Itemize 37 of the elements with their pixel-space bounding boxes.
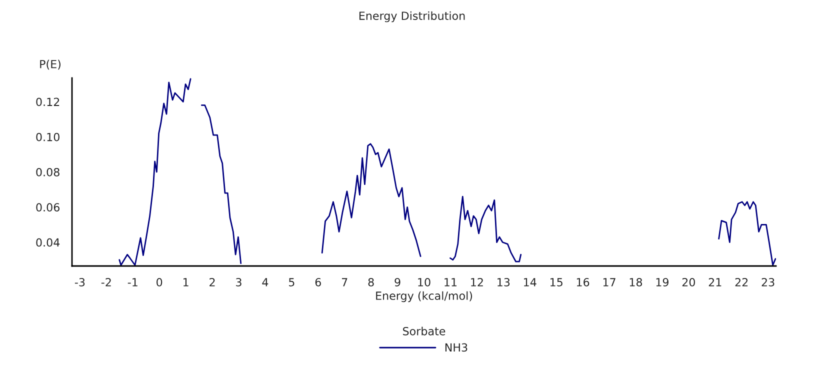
x-tick-label: 23 [762, 278, 774, 286]
x-tick-label: 13 [498, 278, 510, 286]
x-tick-label: 4 [262, 278, 268, 286]
x-tick-label: 22 [735, 278, 748, 286]
x-axis-title: Energy (kcal/mol) [376, 291, 472, 302]
x-tick-label: 7 [342, 278, 348, 286]
x-tick-label: 16 [576, 278, 590, 286]
x-tick-label: 8 [368, 278, 374, 286]
x-tick-label: 2 [210, 278, 215, 286]
x-tick-label: 1 [183, 278, 188, 286]
y-tick-label: 0.12 [36, 98, 60, 106]
y-axis-title: P(E) [40, 60, 60, 70]
x-tick-label: -2 [101, 278, 111, 286]
x-tick-label: 14 [524, 278, 536, 286]
x-tick-label: 6 [315, 278, 321, 286]
x-tick-label: 3 [236, 278, 242, 286]
x-tick-label: 0 [156, 278, 162, 286]
y-tick-label: 0.06 [36, 203, 60, 212]
y-tick-label: 0.10 [36, 132, 60, 142]
y-tick-label: 0.04 [36, 238, 60, 247]
x-tick-label: 5 [288, 278, 294, 286]
x-tick-label: 17 [603, 278, 616, 286]
x-tick-label: 10 [418, 278, 430, 286]
x-tick-label: -3 [74, 278, 85, 286]
text: NH3 [445, 343, 468, 352]
x-tick-label: 9 [394, 278, 400, 286]
x-tick-label: 21 [708, 278, 722, 286]
y-tick-label: 0.08 [36, 168, 60, 176]
x-tick-label: -1 [128, 278, 138, 286]
x-tick-label: 18 [630, 278, 642, 286]
chart-title: Energy Distribution [359, 11, 465, 22]
legend-title: Sorbate [402, 326, 446, 336]
x-tick-label: 15 [550, 278, 562, 286]
x-tick-label: 12 [471, 278, 483, 286]
x-tick-label: 11 [444, 278, 457, 286]
x-tick-label: 19 [656, 278, 668, 286]
x-tick-label: 20 [682, 278, 695, 286]
